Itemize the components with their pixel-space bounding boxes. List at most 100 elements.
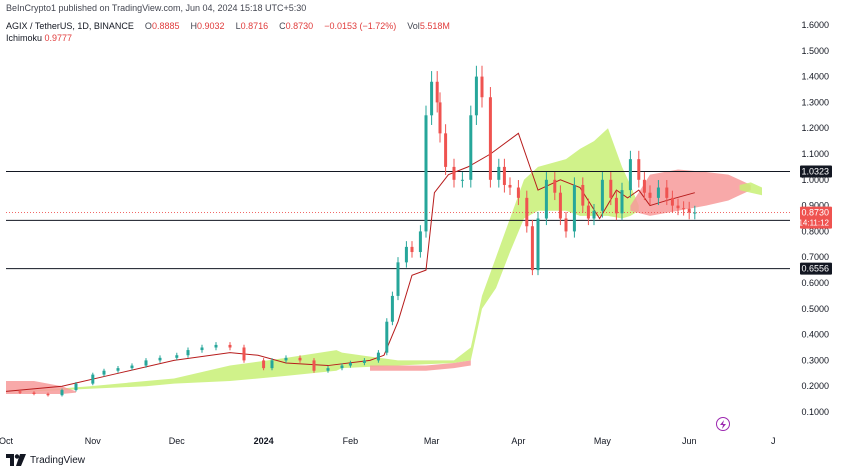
- candle-body: [340, 365, 344, 369]
- time-tick-label: 2024: [254, 436, 274, 446]
- time-tick-label: Jun: [682, 436, 697, 446]
- candle-body: [469, 115, 473, 180]
- candle-body: [102, 370, 106, 375]
- tradingview-logo-icon: [6, 454, 26, 466]
- brand-name: TradingView: [30, 454, 86, 466]
- candle-body: [242, 347, 246, 361]
- candle-body: [158, 357, 162, 361]
- candle-body: [665, 187, 669, 198]
- level-tag-label: 1.0323: [801, 166, 829, 176]
- time-tick-label: Nov: [85, 436, 102, 446]
- ichimoku-cloud: [6, 128, 762, 394]
- price-tick-label: 0.5000: [801, 304, 829, 314]
- candle-body: [497, 166, 501, 180]
- time-tick-label: May: [594, 436, 612, 446]
- candle-body: [404, 246, 408, 263]
- lightning-icon: [720, 419, 726, 429]
- candle-body: [564, 218, 568, 232]
- candle-body: [553, 179, 557, 193]
- candle-body: [376, 352, 380, 361]
- candle-body: [637, 159, 641, 180]
- candle-body: [530, 226, 534, 271]
- symbol-legend[interactable]: AGIX / TetherUS, 1D, BINANCE O0.8885 H0.…: [6, 21, 450, 31]
- candle-body: [502, 166, 506, 185]
- price-tick-label: 1.6000: [801, 20, 829, 30]
- candle-body: [452, 166, 456, 180]
- open-value: 0.8885: [151, 21, 180, 31]
- open-label: O: [144, 21, 152, 31]
- volume-label: Vol: [407, 21, 420, 31]
- time-tick-label: Oct: [0, 436, 13, 446]
- price-tick-label: 0.1000: [801, 407, 829, 417]
- indicator-name: Ichimoku: [6, 33, 43, 43]
- candle-body: [609, 179, 613, 198]
- time-tick-label: Apr: [511, 436, 525, 446]
- candle-body: [348, 362, 352, 366]
- candle-body: [214, 344, 218, 348]
- candle-body: [670, 197, 674, 206]
- candle-body: [430, 81, 434, 116]
- candle-body: [410, 246, 414, 253]
- candle-body: [200, 347, 204, 351]
- indicator-legend[interactable]: Ichimoku 0.9777: [6, 33, 72, 43]
- candle-body: [186, 350, 190, 356]
- cloud-green-area: [739, 182, 762, 196]
- low-label: L: [235, 21, 241, 31]
- time-tick-label: Feb: [343, 436, 359, 446]
- candle-body: [228, 344, 232, 348]
- candle-body: [536, 218, 540, 271]
- candle-body: [676, 205, 680, 209]
- candle-body: [525, 197, 529, 227]
- candle-body: [144, 360, 148, 366]
- flash-icon[interactable]: [716, 417, 730, 431]
- price-axis[interactable]: 1.6000 1.5000 1.4000 1.3000 1.2000 1.1000 1.00…: [801, 20, 829, 417]
- candle-body: [385, 321, 389, 353]
- price-tick-label: 0.6000: [801, 278, 829, 288]
- cloud-red-area: [6, 381, 76, 394]
- candle-body: [600, 179, 604, 211]
- symbol-name: AGIX / TetherUS, 1D, BINANCE: [6, 21, 134, 31]
- candle-body: [592, 210, 596, 219]
- candle-body: [362, 360, 366, 363]
- current-price-tag: [800, 206, 832, 229]
- candle-body: [326, 368, 330, 371]
- candle-body: [418, 231, 422, 253]
- candle-body: [18, 391, 22, 393]
- price-tick-label: 0.3000: [801, 355, 829, 365]
- candle-body: [444, 133, 448, 167]
- price-tick-label: 1.3000: [801, 97, 829, 107]
- price-tick-label: 0.8000: [801, 226, 829, 236]
- candle-body: [558, 192, 562, 219]
- candle-body: [438, 102, 442, 134]
- candle-body: [460, 179, 464, 181]
- high-value: 0.9032: [197, 21, 225, 31]
- price-tick-label: 1.1000: [801, 149, 829, 159]
- candle-body: [581, 184, 585, 206]
- candle-body: [693, 212, 697, 214]
- price-tick-label: 0.2000: [801, 381, 829, 391]
- candle-body: [130, 365, 134, 369]
- level-tag-label: 0.6556: [801, 264, 829, 274]
- publisher-line: BeInCrypto1 published on TradingView.com…: [6, 3, 307, 13]
- candle-body: [474, 76, 478, 116]
- price-tick-label: 0.9000: [801, 201, 829, 211]
- candle-body: [74, 383, 78, 391]
- candle-body: [396, 262, 400, 296]
- candle-body: [687, 208, 691, 213]
- candle-body: [424, 115, 428, 232]
- candle-body: [116, 368, 120, 371]
- candle-body: [270, 360, 274, 369]
- candle-body: [656, 187, 660, 198]
- footer: TradingView: [6, 454, 85, 466]
- time-axis[interactable]: Oct Nov Dec 2024 Feb Mar Apr May Jun J: [0, 436, 775, 446]
- candle-body: [642, 179, 646, 193]
- candle-body: [544, 179, 548, 219]
- candle-body: [32, 392, 36, 394]
- candle-body: [298, 357, 302, 361]
- cloud-green-area: [6, 128, 639, 393]
- close-value: 0.8730: [285, 21, 314, 31]
- candle-body: [390, 295, 394, 322]
